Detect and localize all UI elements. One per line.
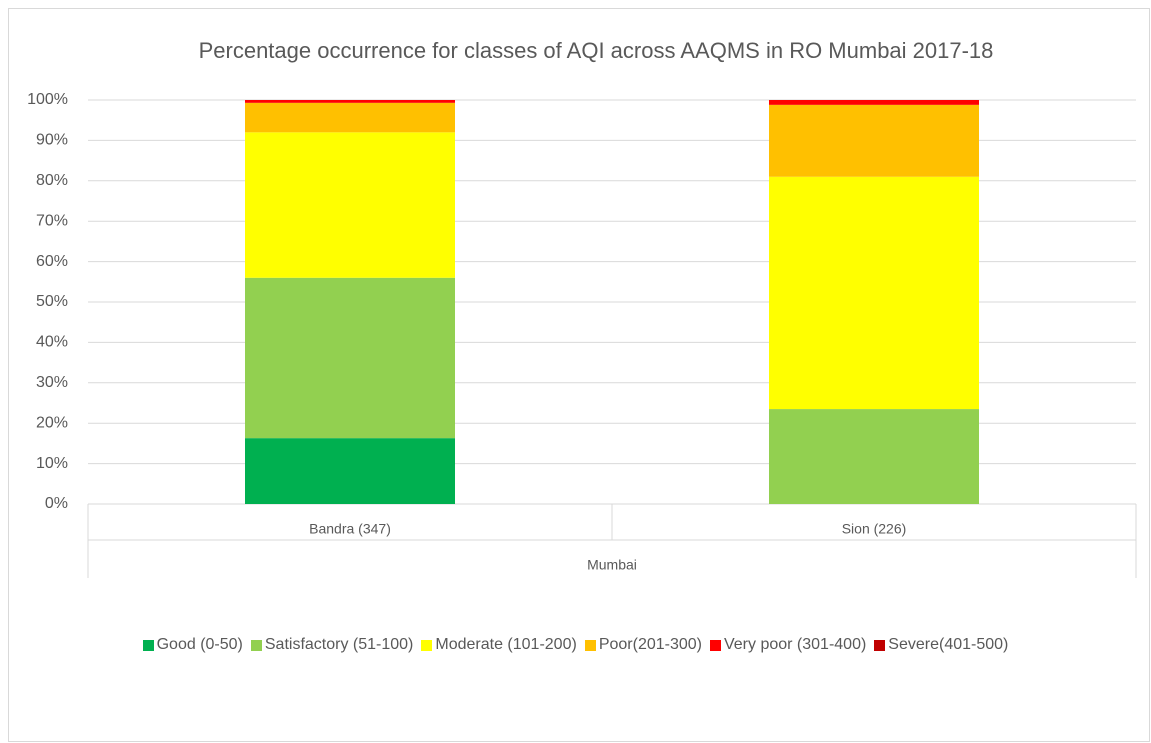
legend-label: Satisfactory (51-100) <box>264 636 414 653</box>
legend-swatch <box>250 639 262 651</box>
y-tick-label: 80% <box>36 172 68 189</box>
y-tick-label: 50% <box>36 293 68 310</box>
y-tick-label: 90% <box>36 132 68 149</box>
bar-segment <box>245 132 455 278</box>
bar-segment <box>245 277 455 439</box>
group-label: Mumbai <box>587 557 637 573</box>
legend-item: Moderate (101-200) <box>421 636 577 654</box>
x-tick-label: Sion (226) <box>842 521 907 537</box>
legend-item: Good (0-50) <box>142 636 243 654</box>
legend-swatch <box>709 639 721 651</box>
y-tick-label: 10% <box>36 455 68 472</box>
y-tick-label: 60% <box>36 253 68 270</box>
bar-segment <box>769 409 979 504</box>
y-tick-label: 40% <box>36 334 68 351</box>
y-tick-label: 100% <box>27 91 68 108</box>
legend-swatch <box>874 639 886 651</box>
chart-border <box>8 8 1150 742</box>
bar-segment <box>769 100 979 105</box>
legend-item: Poor(201-300) <box>584 636 702 654</box>
bar-segment <box>245 100 455 103</box>
legend-swatch <box>421 639 433 651</box>
legend: Good (0-50) Satisfactory (51-100) Moderate… <box>0 636 1151 654</box>
legend-swatch <box>142 639 154 651</box>
y-tick-label: 20% <box>36 414 68 431</box>
legend-item: Very poor (301-400) <box>709 636 867 654</box>
legend-item: Severe(401-500) <box>874 636 1008 654</box>
y-tick-label: 70% <box>36 212 68 229</box>
legend-label: Very poor (301-400) <box>723 636 867 653</box>
y-tick-label: 0% <box>45 495 68 512</box>
legend-label: Severe(401-500) <box>888 636 1009 653</box>
legend-label: Poor(201-300) <box>598 636 702 653</box>
legend-item: Satisfactory (51-100) <box>250 636 414 654</box>
legend-label: Moderate (101-200) <box>435 636 577 653</box>
legend-swatch <box>584 639 596 651</box>
bar-segment <box>769 176 979 410</box>
bar-segment <box>245 438 455 504</box>
bar-segment <box>769 104 979 177</box>
bar-segment <box>245 102 455 133</box>
chart-title: Percentage occurrence for classes of AQI… <box>199 38 994 63</box>
legend-label: Good (0-50) <box>156 636 243 653</box>
x-tick-label: Bandra (347) <box>309 521 391 537</box>
y-tick-label: 30% <box>36 374 68 391</box>
